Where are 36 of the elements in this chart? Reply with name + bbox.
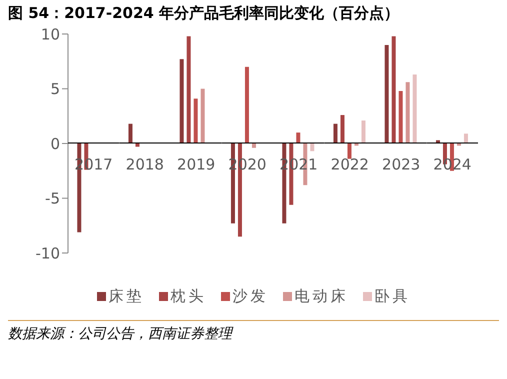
bar bbox=[310, 144, 314, 152]
bar bbox=[384, 44, 389, 144]
x-tick-label: 2022 bbox=[330, 156, 369, 174]
bar bbox=[340, 115, 344, 144]
bar bbox=[392, 36, 396, 144]
bar bbox=[361, 120, 366, 144]
bar bbox=[296, 132, 300, 144]
bar bbox=[252, 144, 256, 148]
x-tick-label: 2018 bbox=[126, 156, 164, 174]
y-tick-label: -5 bbox=[45, 190, 60, 208]
legend-label: 床垫 bbox=[108, 287, 144, 306]
bar bbox=[398, 90, 403, 144]
y-tick-label: 10 bbox=[40, 25, 60, 44]
bar bbox=[180, 59, 184, 144]
y-tick-label: -10 bbox=[36, 244, 60, 262]
bar bbox=[186, 36, 191, 144]
bar bbox=[347, 144, 352, 159]
bar bbox=[244, 66, 249, 144]
bar bbox=[194, 98, 198, 144]
y-tick-label: 0 bbox=[50, 134, 60, 153]
legend-label: 沙发 bbox=[232, 287, 268, 306]
y-tick-label: 5 bbox=[50, 80, 60, 98]
bar bbox=[333, 124, 338, 144]
x-tick-label: 2019 bbox=[177, 156, 216, 174]
bar bbox=[464, 134, 468, 144]
bar bbox=[128, 124, 132, 144]
chart-title: 图 54：2017-2024 年分产品毛利率同比变化（百分点） bbox=[8, 4, 400, 24]
source-note: 数据来源：公司公告，西南证券整理 bbox=[8, 325, 234, 343]
bar bbox=[200, 88, 205, 144]
legend-label: 枕头 bbox=[170, 287, 206, 306]
bar bbox=[135, 144, 140, 147]
bar bbox=[406, 82, 410, 144]
legend-label: 电动床 bbox=[294, 287, 348, 306]
x-tick-label: 2023 bbox=[382, 156, 420, 174]
legend-label: 卧具 bbox=[374, 287, 410, 306]
bar bbox=[412, 74, 417, 144]
